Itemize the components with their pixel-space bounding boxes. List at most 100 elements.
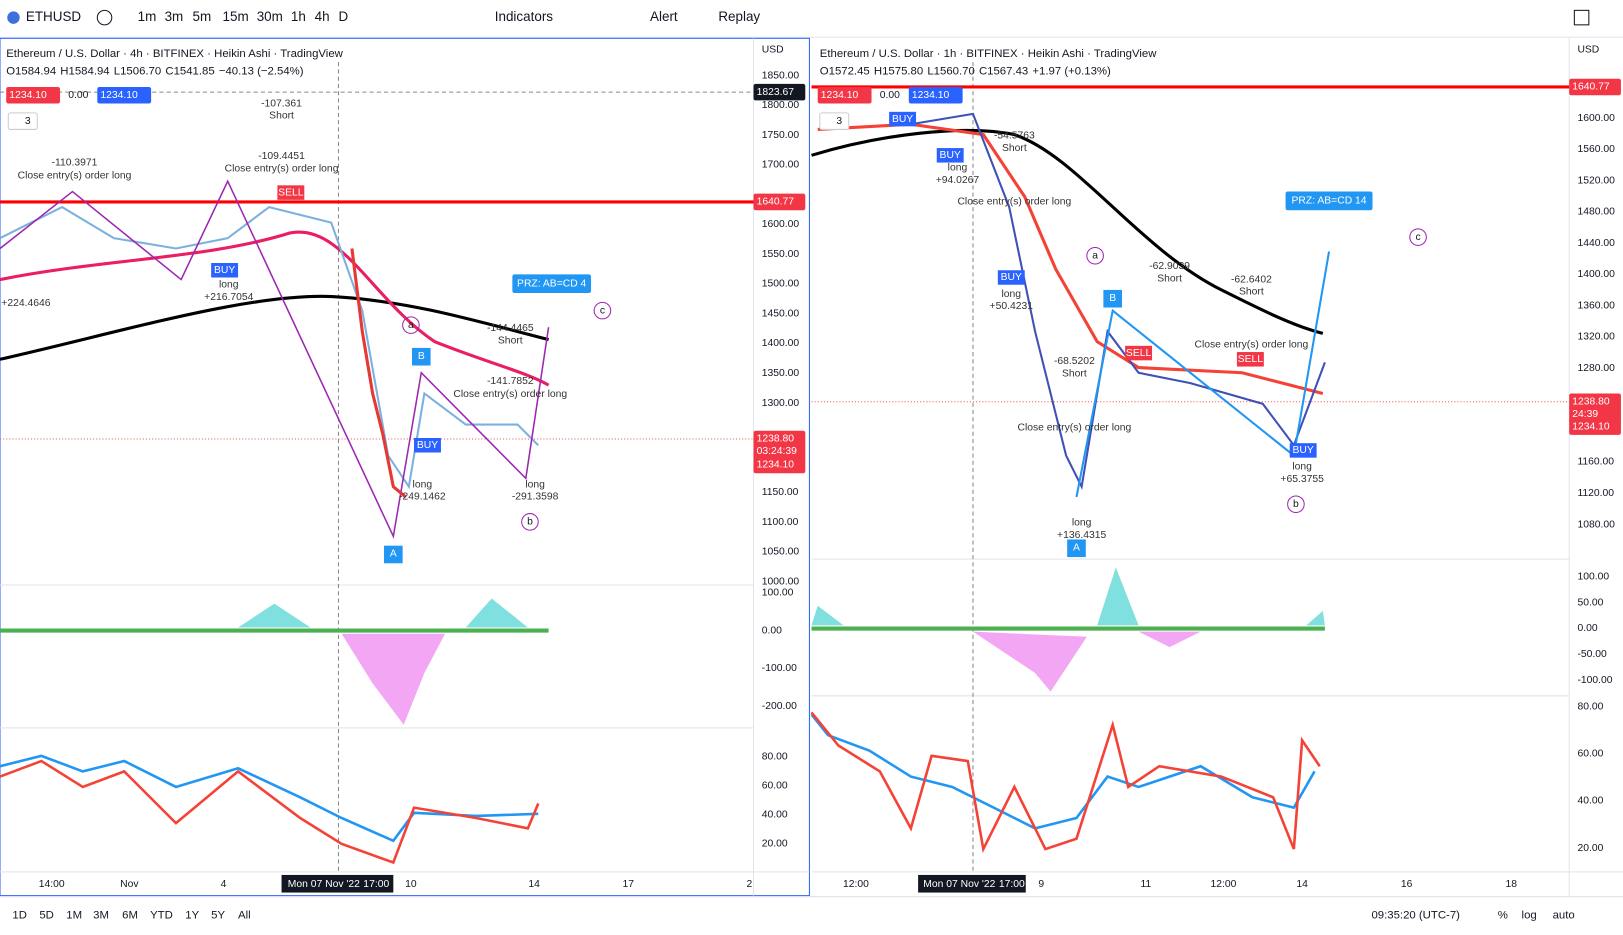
trade-note: Short (1239, 287, 1264, 298)
moving-average (811, 128, 1324, 335)
interval-button[interactable]: 30m (257, 9, 283, 24)
time-cursor (281, 874, 394, 893)
price-tick-label: 60.00 (762, 781, 788, 792)
range-button[interactable]: 5Y (211, 909, 225, 921)
rsi-line (0, 759, 540, 865)
signal-box (414, 437, 441, 453)
symbol[interactable]: ETHUSD (26, 9, 82, 24)
interval-button[interactable]: 3m (165, 9, 184, 24)
point-label: A (1073, 542, 1080, 553)
layout-button[interactable] (1573, 9, 1590, 26)
prz-label: PRZ: AB=CD 14 (1292, 196, 1367, 207)
price-tick-label: 1600.00 (1577, 113, 1615, 124)
time-tick-label: 9 (1038, 879, 1044, 890)
trade-note: long (1072, 518, 1092, 529)
lot-box[interactable] (7, 112, 38, 130)
osc-bars (341, 633, 446, 725)
candles (350, 248, 407, 499)
ohlc-value: +1.97 (+0.13%) (1032, 65, 1111, 77)
cursor-time: Mon 07 Nov '22 (923, 879, 995, 890)
trade-note: Close entry(s) order long (453, 389, 567, 400)
signal-label: BUY (1001, 272, 1022, 283)
price-tick-label: 20.00 (762, 839, 788, 850)
ohlc-value: −40.13 (−2.54%) (219, 65, 304, 77)
rsi-line (810, 713, 1316, 830)
trade-note: Close entry(s) order long (1018, 422, 1132, 433)
indicators-button[interactable]: Indicators (495, 9, 554, 24)
alert-button[interactable]: Alert (650, 9, 678, 24)
trade-note: -144.4465 (487, 323, 534, 334)
price-tick-label: 1750.00 (762, 130, 800, 141)
ohlc-value: L1560.70 (927, 65, 974, 77)
time-tick-label: 12:00 (843, 879, 869, 890)
range-button[interactable]: 6M (122, 909, 138, 921)
prz-box (1285, 191, 1373, 211)
auto-toggle[interactable]: auto (1553, 909, 1575, 921)
moving-average (0, 294, 549, 361)
signal-box (211, 263, 239, 278)
point-label: c (1415, 232, 1420, 243)
price-tick-label: 1150.00 (762, 487, 799, 498)
badge (817, 86, 872, 104)
lot-box[interactable] (819, 112, 850, 130)
point-label: b (1293, 499, 1299, 510)
point-circle (521, 513, 539, 531)
price-tick-label: 1400.00 (762, 338, 800, 349)
point-label: a (408, 320, 414, 331)
badge-text: 1234.10 (1572, 421, 1610, 432)
badge-text: 24:39 (1572, 409, 1598, 420)
trade-note: -107.361 (261, 98, 302, 109)
price-tick-label: 1500.00 (762, 279, 800, 290)
signal-label: SELL (1126, 348, 1152, 359)
signal-label: BUY (214, 265, 235, 276)
time-tick-label: Nov (120, 879, 139, 890)
time-tick-label: 14 (528, 879, 540, 890)
badge-text: 1823.67 (757, 87, 795, 98)
price-tick-label: 1700.00 (762, 160, 800, 171)
point-circle (1409, 228, 1427, 246)
badge-text: 1238.80 (757, 434, 795, 445)
point-circle (402, 316, 420, 334)
signal-label: SELL (1238, 354, 1264, 365)
range-button[interactable]: 1M (66, 909, 82, 921)
time-tick-label: 18 (1505, 879, 1517, 890)
interval-button[interactable]: 1h (291, 9, 306, 24)
badge (753, 456, 806, 474)
range-button[interactable]: 1D (12, 909, 27, 921)
trade-note: Close entry(s) order long (1195, 340, 1309, 351)
price-tick-label: 1000.00 (762, 576, 800, 587)
osc-bars (238, 598, 528, 628)
range-button[interactable]: YTD (150, 909, 173, 921)
lot: 3 (836, 116, 842, 127)
lot: 3 (25, 116, 31, 127)
interval-button[interactable]: 15m (223, 9, 249, 24)
ohlc-value: L1506.70 (114, 65, 161, 77)
interval-button[interactable]: D (338, 9, 348, 24)
price-tick-label: 0.00 (1577, 623, 1597, 634)
price-tick-label: 40.00 (1577, 796, 1603, 807)
range-button[interactable]: 3M (93, 909, 109, 921)
percent-toggle[interactable]: % (1498, 909, 1508, 921)
ohlc-value: H1575.80 (874, 65, 923, 77)
time-tick-label: 14:00 (39, 879, 65, 890)
range-button[interactable]: 1Y (185, 909, 199, 921)
rsi-line (810, 711, 1321, 854)
interval-button[interactable]: 5m (193, 9, 212, 24)
signal-label: SELL (278, 187, 304, 198)
log-toggle[interactable]: log (1522, 909, 1537, 921)
point-box (1103, 289, 1123, 308)
interval-button[interactable]: 4h (315, 9, 330, 24)
point-label: a (1092, 250, 1098, 261)
signal-label: BUY (892, 114, 913, 125)
range-button[interactable]: All (238, 909, 251, 921)
price-tick-label: 100.00 (1577, 571, 1609, 582)
add-symbol[interactable] (96, 9, 113, 26)
trade-note: +216.7054 (204, 292, 253, 303)
price-tick-label: 1560.00 (1577, 144, 1615, 155)
interval-button[interactable]: 1m (138, 9, 157, 24)
trade-note: long (413, 479, 433, 490)
point-label: B (418, 351, 425, 362)
rsi-line (0, 754, 539, 843)
replay-button[interactable]: Replay (718, 9, 760, 24)
range-button[interactable]: 5D (39, 909, 54, 921)
